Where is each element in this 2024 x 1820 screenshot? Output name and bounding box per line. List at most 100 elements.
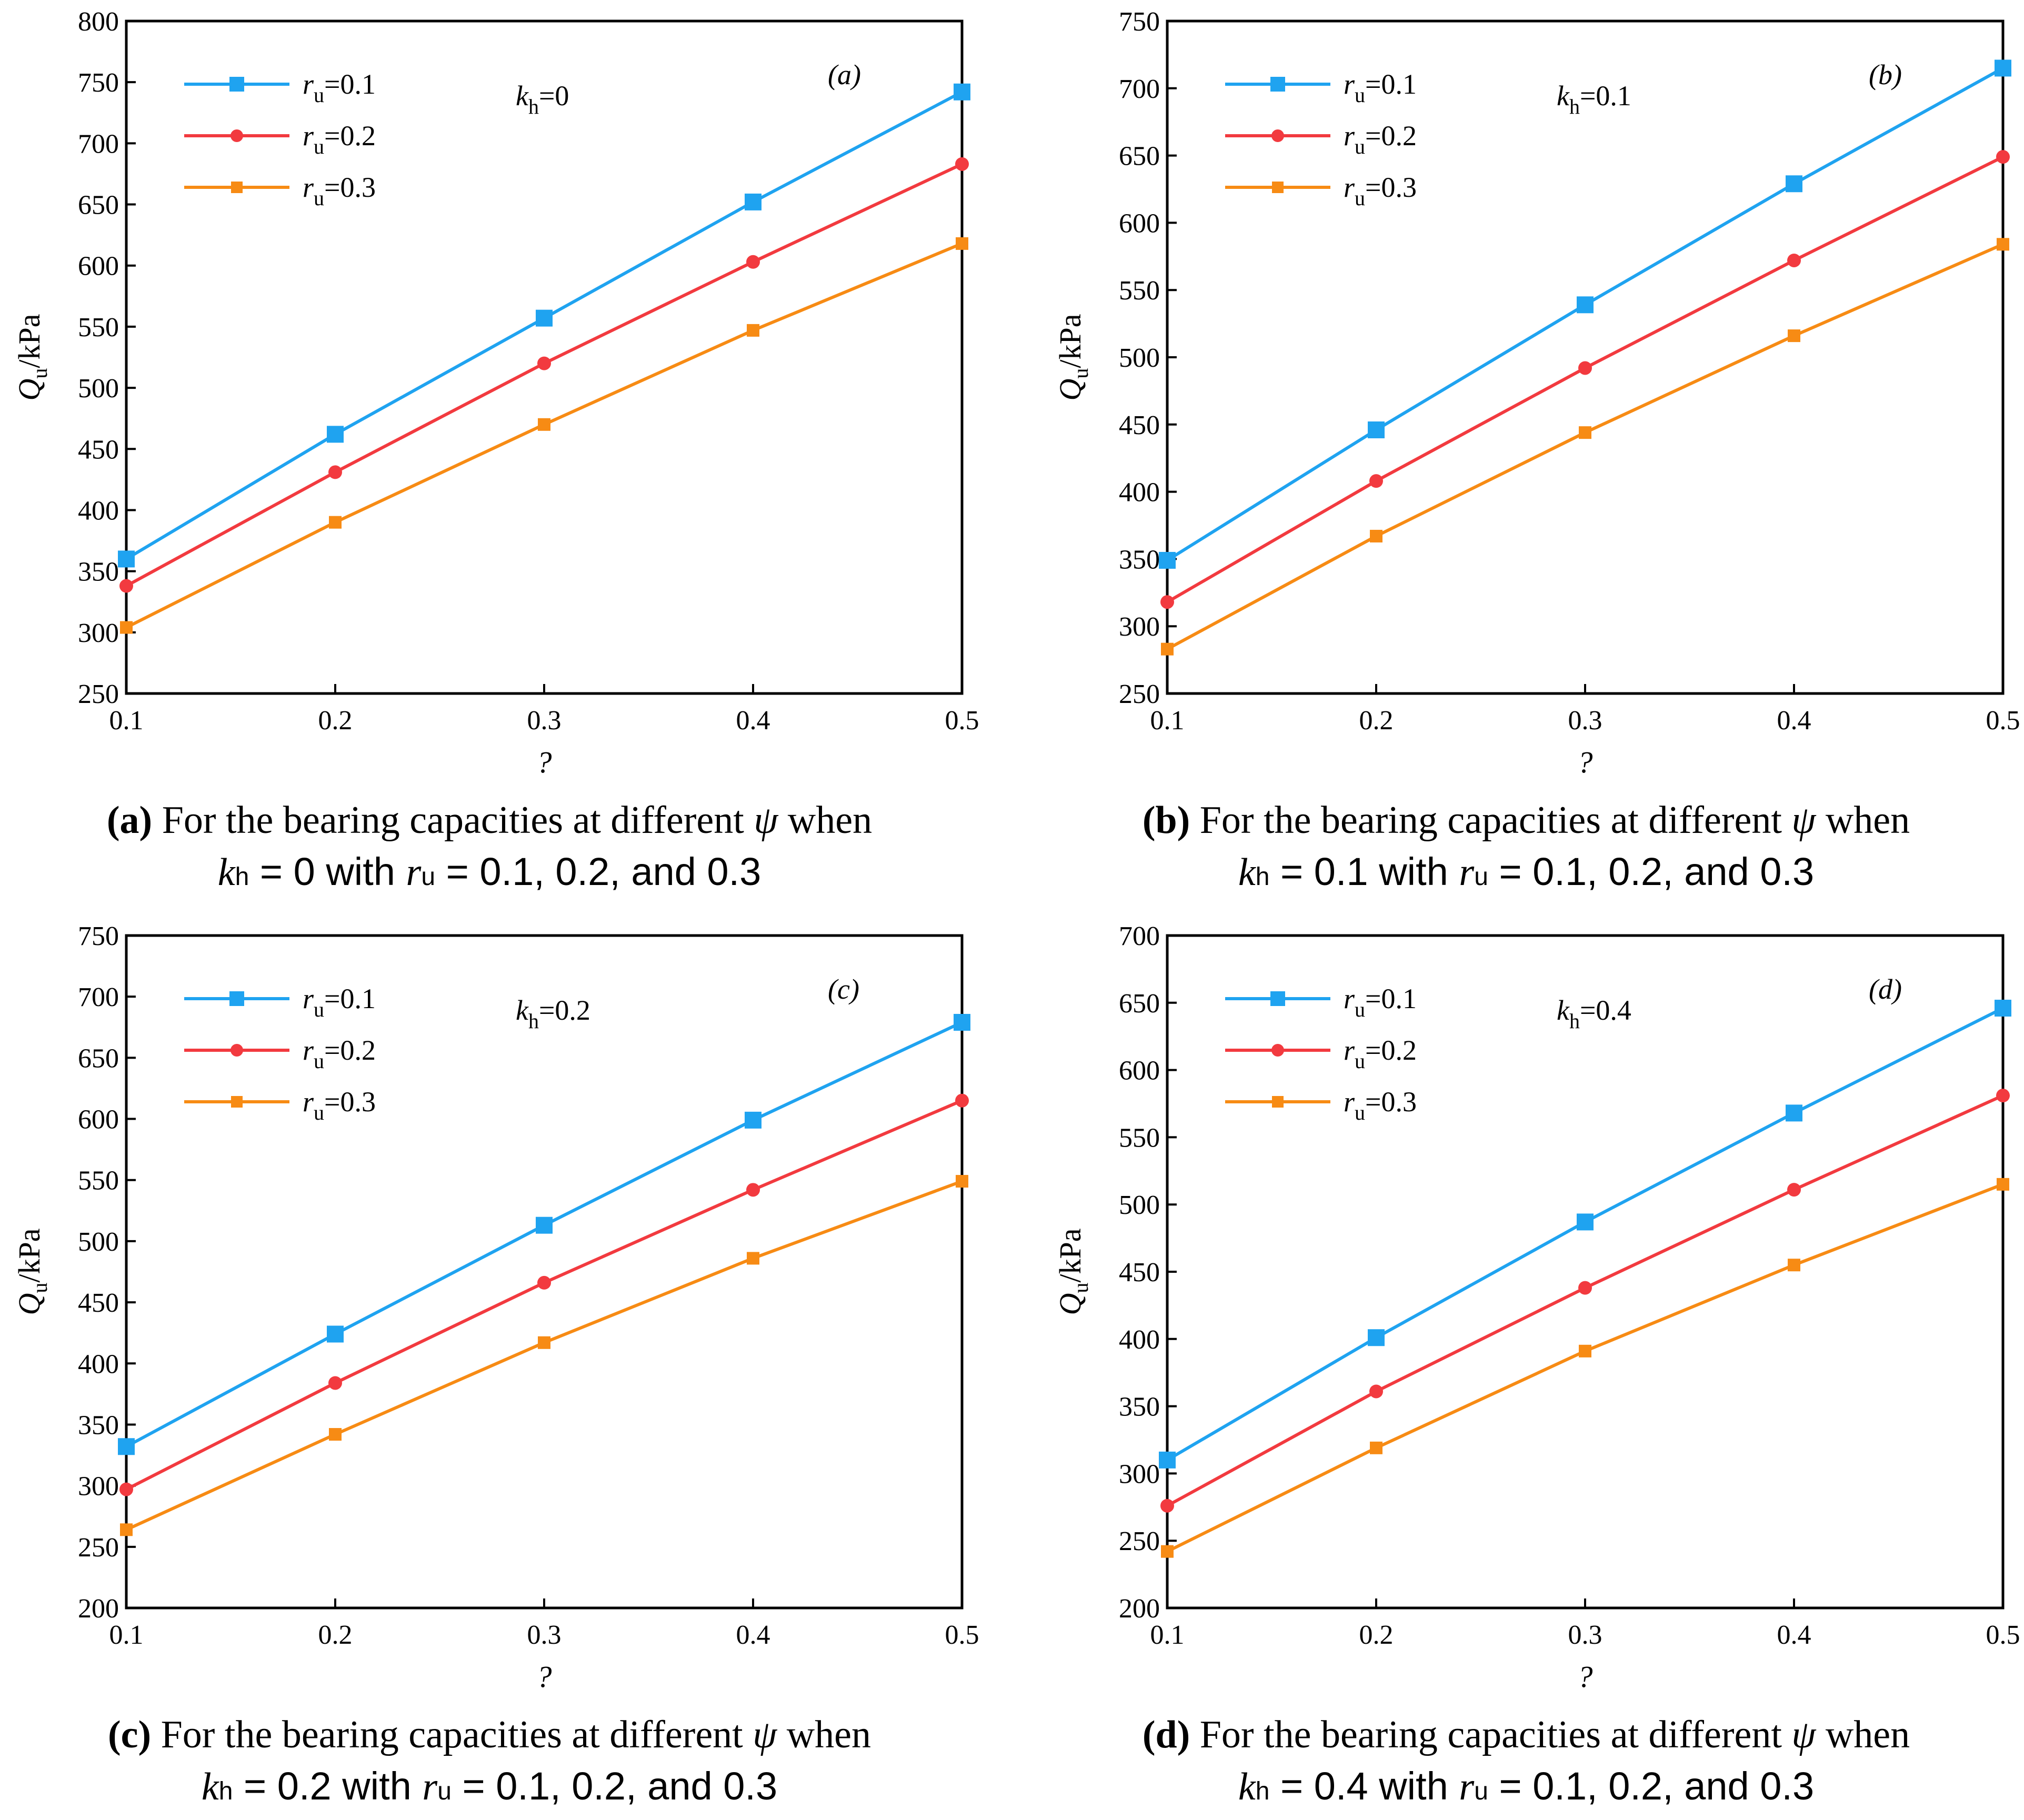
caption-c-text1: For the bearing capacities at different bbox=[151, 1713, 753, 1756]
caption-a-rsub: u bbox=[421, 863, 436, 891]
caption-c: (c) For the bearing capacities at differ… bbox=[0, 1709, 984, 1817]
series-line-c-2 bbox=[125, 1099, 963, 1491]
chart-panel-c: 200 250 300 350 400 450 500 550 600 650 700 750 0.1 0… bbox=[12, 921, 979, 1694]
caption-a-k: k bbox=[217, 851, 235, 894]
legend-val-c: =0.2 bbox=[324, 1034, 376, 1066]
series-line-b-2 bbox=[1166, 155, 2004, 604]
y-tick-label-c: 600 bbox=[78, 1105, 119, 1135]
caption-c-text2: when bbox=[777, 1713, 871, 1756]
legend-label-b-1: ru=0.1 bbox=[1344, 68, 1417, 107]
data-point-c-3 bbox=[747, 1252, 759, 1265]
y-tick-label-a: 650 bbox=[78, 190, 119, 220]
kh-val-a: =0 bbox=[539, 80, 569, 112]
caption-c-rval: = 0.1, 0.2, and 0.3 bbox=[451, 1764, 778, 1808]
data-point-b-1 bbox=[1786, 175, 1802, 193]
data-point-d-3 bbox=[1370, 1441, 1382, 1454]
caption-a-r: r bbox=[406, 851, 422, 894]
caption-a-text1: For the bearing capacities at different bbox=[152, 799, 754, 842]
legend-sub-d: u bbox=[1355, 998, 1365, 1021]
data-point-d-2 bbox=[1996, 1089, 2010, 1103]
kh-val-b: =0.1 bbox=[1580, 80, 1631, 112]
legend-label-a-3: ru=0.3 bbox=[303, 172, 376, 210]
panel-label-a: (a) bbox=[828, 59, 861, 91]
legend-sub-b: u bbox=[1355, 135, 1365, 158]
data-point-b-2 bbox=[1578, 361, 1592, 375]
y-tick-label-c: 500 bbox=[78, 1227, 119, 1257]
legend-val-a: =0.2 bbox=[324, 120, 376, 152]
y-axis-label-q-d: Q bbox=[1053, 1293, 1087, 1315]
y-tick-label-b: 600 bbox=[1119, 208, 1160, 238]
data-point-c-2 bbox=[119, 1482, 133, 1496]
y-tick-label-b: 450 bbox=[1119, 410, 1160, 440]
y-tick-label-c: 750 bbox=[78, 921, 119, 951]
x-tick-label-d: 0.4 bbox=[1777, 1620, 1811, 1650]
data-point-d-1 bbox=[1577, 1213, 1594, 1231]
x-tick-label-d: 0.2 bbox=[1359, 1620, 1394, 1650]
y-tick-label-b: 400 bbox=[1119, 478, 1160, 508]
chart-panel-d: 200 250 300 350 400 450 500 550 600 650 700 0.1 0.2 0… bbox=[1053, 921, 2020, 1694]
y-tick-label-d: 650 bbox=[1119, 989, 1160, 1019]
legend-label-d-2: ru=0.2 bbox=[1344, 1034, 1417, 1073]
y-tick-label-b: 300 bbox=[1119, 612, 1160, 642]
legend-label-c-2: ru=0.2 bbox=[303, 1034, 376, 1073]
y-tick-label-b: 500 bbox=[1119, 343, 1160, 373]
data-point-c-1 bbox=[536, 1216, 553, 1234]
legend-val-b: =0.1 bbox=[1365, 68, 1417, 100]
chart-panel-b: 250 300 350 400 450 500 550 600 650 700 750 0.1 0.2 0… bbox=[1053, 7, 2020, 779]
y-tick-label-d: 450 bbox=[1119, 1258, 1160, 1288]
y-tick-label-d: 250 bbox=[1119, 1526, 1160, 1556]
data-point-c-2 bbox=[955, 1093, 969, 1108]
legend-sub-a: u bbox=[314, 83, 324, 107]
data-point-a-2 bbox=[746, 255, 760, 269]
caption-a-letter: (a) bbox=[106, 799, 153, 842]
legend-label-c-1: ru=0.1 bbox=[303, 983, 376, 1021]
legend-r-a: r bbox=[303, 68, 314, 100]
y-axis-label-d: Qu/kPa bbox=[1053, 1228, 1093, 1315]
x-tick-label-c: 0.2 bbox=[318, 1620, 353, 1650]
caption-d-ksub: h bbox=[1255, 1777, 1270, 1805]
data-point-a-3 bbox=[747, 324, 759, 337]
series-line-d-3 bbox=[1166, 1183, 2004, 1553]
caption-b-k: k bbox=[1238, 851, 1256, 894]
kh-sub-c: h bbox=[528, 1009, 539, 1033]
data-point-b-1 bbox=[1995, 59, 2011, 77]
kh-sub-d: h bbox=[1569, 1009, 1580, 1033]
y-axis-label-unit-d: /kPa bbox=[1053, 1228, 1087, 1282]
caption-d-rval: = 0.1, 0.2, and 0.3 bbox=[1488, 1764, 1815, 1808]
data-point-a-1 bbox=[118, 550, 135, 568]
y-tick-label-b: 650 bbox=[1119, 142, 1160, 172]
x-tick-label-c: 0.5 bbox=[945, 1620, 979, 1650]
caption-a-psi: ψ bbox=[754, 799, 778, 842]
caption-c-letter: (c) bbox=[107, 1713, 152, 1756]
caption-d-text1: For the bearing capacities at different bbox=[1190, 1713, 1792, 1756]
y-tick-label-c: 450 bbox=[78, 1288, 119, 1318]
x-tick-label-b: 0.1 bbox=[1150, 706, 1185, 736]
x-tick-label-a: 0.4 bbox=[736, 706, 770, 736]
data-point-a-2 bbox=[955, 157, 969, 171]
y-tick-label-c: 200 bbox=[78, 1594, 119, 1624]
legend-marker-a-2 bbox=[231, 129, 243, 142]
x-tick-label-b: 0.4 bbox=[1777, 706, 1811, 736]
data-point-c-2 bbox=[746, 1183, 760, 1197]
y-tick-label-d: 500 bbox=[1119, 1190, 1160, 1220]
caption-a: (a) For the bearing capacities at differ… bbox=[0, 795, 984, 903]
panel-label-d: (d) bbox=[1869, 973, 1902, 1005]
caption-b-letter: (b) bbox=[1142, 799, 1190, 842]
y-tick-label-b: 750 bbox=[1119, 7, 1160, 37]
y-tick-label-a: 700 bbox=[78, 129, 119, 159]
caption-d-r: r bbox=[1459, 1765, 1475, 1808]
caption-b-psi: ψ bbox=[1791, 799, 1816, 842]
series-line-b-1 bbox=[1166, 66, 2004, 562]
data-point-c-1 bbox=[954, 1013, 970, 1031]
data-point-a-2 bbox=[328, 465, 342, 479]
series-line-a-3 bbox=[125, 242, 963, 629]
data-point-a-3 bbox=[538, 418, 550, 431]
legend-sub-a: u bbox=[314, 186, 324, 210]
panel-label-c: (c) bbox=[828, 973, 859, 1005]
kh-annotation-c: kh=0.2 bbox=[516, 994, 590, 1033]
legend-label-b-3: ru=0.3 bbox=[1344, 172, 1417, 210]
legend-r-b: r bbox=[1344, 172, 1355, 203]
legend-sub-c: u bbox=[314, 1049, 324, 1073]
kh-k-d: k bbox=[1557, 994, 1570, 1026]
x-tick-label-a: 0.3 bbox=[527, 706, 562, 736]
